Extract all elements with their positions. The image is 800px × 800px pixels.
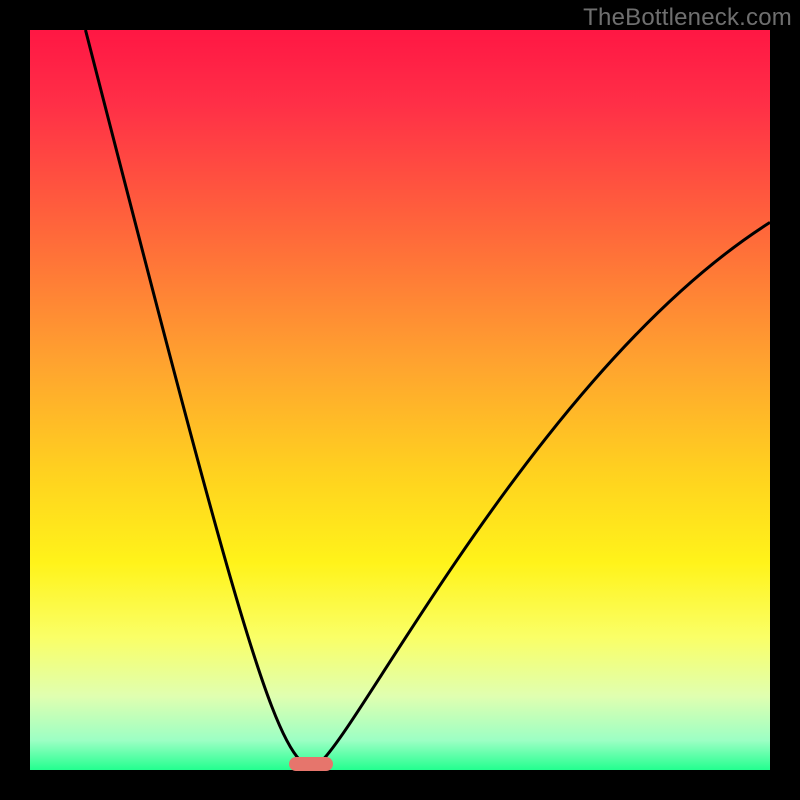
plot-area [30, 30, 770, 770]
valley-marker [289, 757, 333, 771]
watermark-text: TheBottleneck.com [583, 4, 792, 32]
bottleneck-curve-left [86, 30, 301, 760]
curve-svg [30, 30, 770, 770]
chart-root: TheBottleneck.com [0, 0, 800, 800]
bottleneck-curve-right [322, 222, 770, 760]
